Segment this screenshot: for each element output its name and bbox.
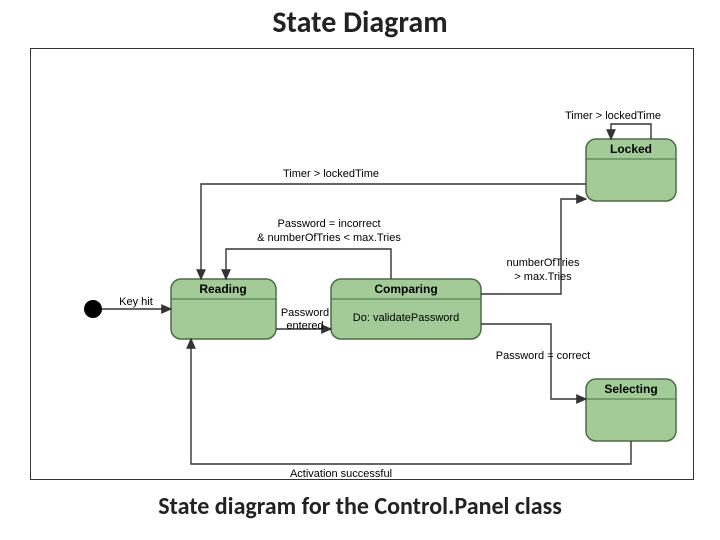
edge-keyhit-label: Key hit	[119, 296, 153, 308]
edge-locked-self	[611, 124, 651, 139]
initial-state	[84, 300, 102, 318]
edge-locked-self-label: Timer > lockedTime	[565, 110, 661, 122]
edge-pw-incorrect-label2: & numberOfTries < max.Tries	[257, 232, 401, 244]
edge-maxtries-label2: > max.Tries	[514, 271, 572, 283]
state-reading-label: Reading	[199, 282, 246, 296]
edge-pw-correct-label: Password = correct	[496, 350, 590, 362]
diagram-frame: Reading Comparing Do: validatePassword L…	[30, 48, 694, 480]
page-title: State Diagram	[0, 4, 720, 41]
page-subtitle: State diagram for the Control.Panel clas…	[0, 492, 720, 521]
edge-pw-incorrect-label1: Password = incorrect	[277, 218, 380, 230]
edge-pw-entered-label1: Password	[281, 307, 329, 319]
edge-activation-ok-label: Activation successful	[290, 468, 392, 479]
state-locked-label: Locked	[610, 142, 652, 156]
edge-timer-unlock-label: Timer > lockedTime	[283, 168, 379, 180]
state-comparing-sub: Do: validatePassword	[353, 312, 459, 324]
edge-pw-incorrect	[226, 249, 391, 279]
edge-maxtries-label1: numberOfTries	[507, 257, 580, 269]
edge-pw-entered-label2: entered	[286, 320, 323, 332]
state-comparing-label: Comparing	[374, 282, 437, 296]
state-diagram-svg: Reading Comparing Do: validatePassword L…	[31, 49, 693, 479]
state-selecting-label: Selecting	[604, 382, 657, 396]
